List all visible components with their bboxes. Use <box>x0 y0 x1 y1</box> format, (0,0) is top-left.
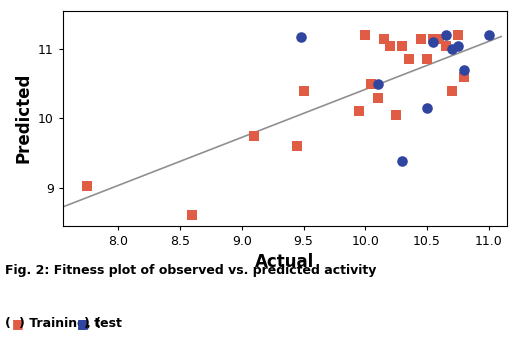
Point <box>386 43 394 48</box>
Text: ■: ■ <box>77 317 88 330</box>
Point <box>454 32 462 38</box>
Point <box>441 32 450 38</box>
X-axis label: Actual: Actual <box>255 253 315 271</box>
Point <box>485 32 493 38</box>
Point <box>361 32 369 38</box>
Text: ■: ■ <box>12 317 23 330</box>
Point <box>423 56 431 62</box>
Text: ) Training, (: ) Training, ( <box>19 317 101 330</box>
Point <box>423 105 431 111</box>
Point <box>448 46 456 52</box>
Point <box>460 74 468 80</box>
Point <box>398 158 406 164</box>
Point <box>188 212 197 218</box>
Point <box>417 36 425 41</box>
Text: ) test: ) test <box>84 317 122 330</box>
Point <box>380 36 388 41</box>
Point <box>435 36 444 41</box>
Point <box>398 43 406 48</box>
Point <box>373 81 382 87</box>
Point <box>404 56 413 62</box>
Point <box>460 67 468 73</box>
Point <box>293 143 302 149</box>
Point <box>297 33 305 39</box>
Point <box>454 43 462 48</box>
Text: (: ( <box>5 317 11 330</box>
Y-axis label: Predicted: Predicted <box>14 73 32 163</box>
Point <box>299 88 308 94</box>
Point <box>429 36 437 41</box>
Point <box>429 39 437 45</box>
Point <box>355 108 363 114</box>
Point <box>392 112 400 118</box>
Point <box>83 183 92 189</box>
Point <box>448 88 456 94</box>
Point <box>373 95 382 100</box>
Point <box>441 43 450 48</box>
Point <box>250 133 258 139</box>
Point <box>367 81 376 87</box>
Text: Fig. 2: Fitness plot of observed vs. predicted activity: Fig. 2: Fitness plot of observed vs. pre… <box>5 264 377 277</box>
